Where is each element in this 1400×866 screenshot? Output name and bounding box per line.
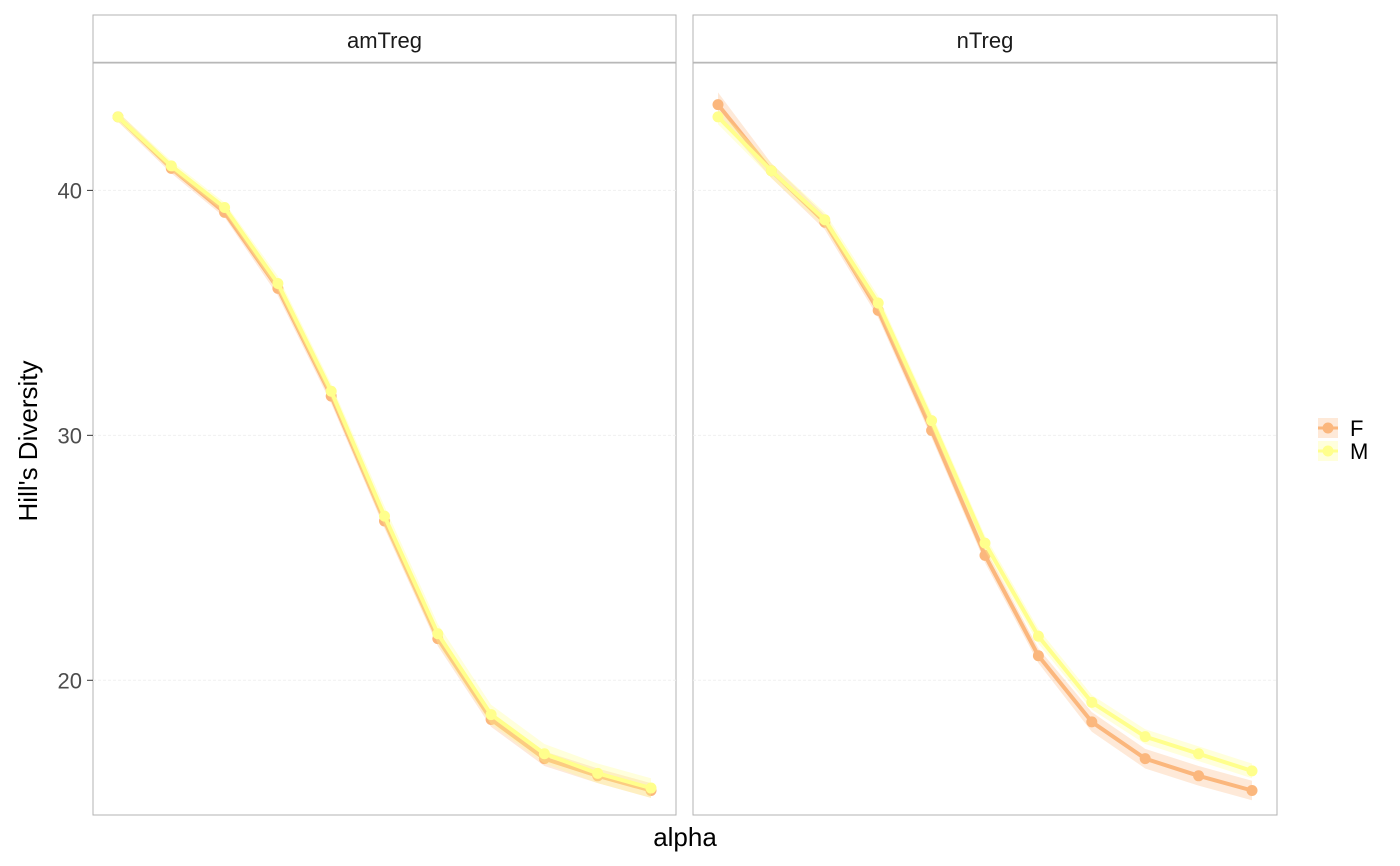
legend-label-M: M xyxy=(1350,439,1368,464)
point-M-amTreg-8 xyxy=(538,748,550,760)
point-F-nTreg-7 xyxy=(1086,716,1098,728)
strip-label-amTreg: amTreg xyxy=(347,28,422,53)
point-F-nTreg-9 xyxy=(1193,770,1205,782)
point-F-nTreg-5 xyxy=(979,549,991,561)
y-tick-label-30: 30 xyxy=(58,423,82,448)
y-axis: 20 30 40 xyxy=(58,178,93,693)
point-M-amTreg-3 xyxy=(272,277,284,289)
y-tick-label-20: 20 xyxy=(58,668,82,693)
point-M-amTreg-9 xyxy=(592,767,604,779)
point-M-amTreg-4 xyxy=(325,385,337,397)
point-M-amTreg-0 xyxy=(112,111,124,123)
point-M-amTreg-2 xyxy=(219,202,231,214)
point-M-nTreg-10 xyxy=(1246,765,1258,777)
strip-label-nTreg: nTreg xyxy=(957,28,1014,53)
point-M-nTreg-8 xyxy=(1139,731,1151,743)
panel-nTreg: nTreg xyxy=(692,14,1278,816)
point-M-nTreg-1 xyxy=(765,165,777,177)
point-F-nTreg-6 xyxy=(1032,650,1044,662)
legend-key-M xyxy=(1322,445,1334,457)
legend-label-F: F xyxy=(1350,416,1363,441)
legend-key-F xyxy=(1322,422,1334,434)
point-M-nTreg-7 xyxy=(1086,696,1098,708)
y-tick-label-40: 40 xyxy=(58,178,82,203)
panel-amTreg: amTreg xyxy=(92,14,677,816)
point-M-amTreg-5 xyxy=(379,510,390,522)
point-M-nTreg-6 xyxy=(1032,630,1044,642)
legend: FM xyxy=(1318,416,1368,464)
strip-nTreg xyxy=(692,14,1278,64)
strip-amTreg xyxy=(92,14,677,64)
point-M-nTreg-2 xyxy=(819,214,831,226)
y-axis-title: Hill's Diversity xyxy=(13,361,43,522)
point-F-nTreg-8 xyxy=(1139,753,1151,765)
point-M-amTreg-7 xyxy=(485,709,497,721)
point-M-nTreg-5 xyxy=(979,537,991,549)
point-M-nTreg-4 xyxy=(926,415,938,427)
ribbon-M-nTreg xyxy=(718,109,1252,779)
point-M-nTreg-0 xyxy=(712,111,724,123)
point-F-nTreg-0 xyxy=(712,99,724,111)
point-M-nTreg-3 xyxy=(872,297,884,309)
panel-border-amTreg xyxy=(92,62,677,816)
x-axis-title: alpha xyxy=(653,822,717,852)
point-M-amTreg-10 xyxy=(645,782,657,794)
point-M-nTreg-9 xyxy=(1193,748,1205,760)
point-M-amTreg-6 xyxy=(432,628,444,640)
point-M-amTreg-1 xyxy=(165,160,177,172)
panels-layer: amTreg nTreg xyxy=(92,14,1278,816)
point-F-nTreg-10 xyxy=(1246,785,1258,797)
